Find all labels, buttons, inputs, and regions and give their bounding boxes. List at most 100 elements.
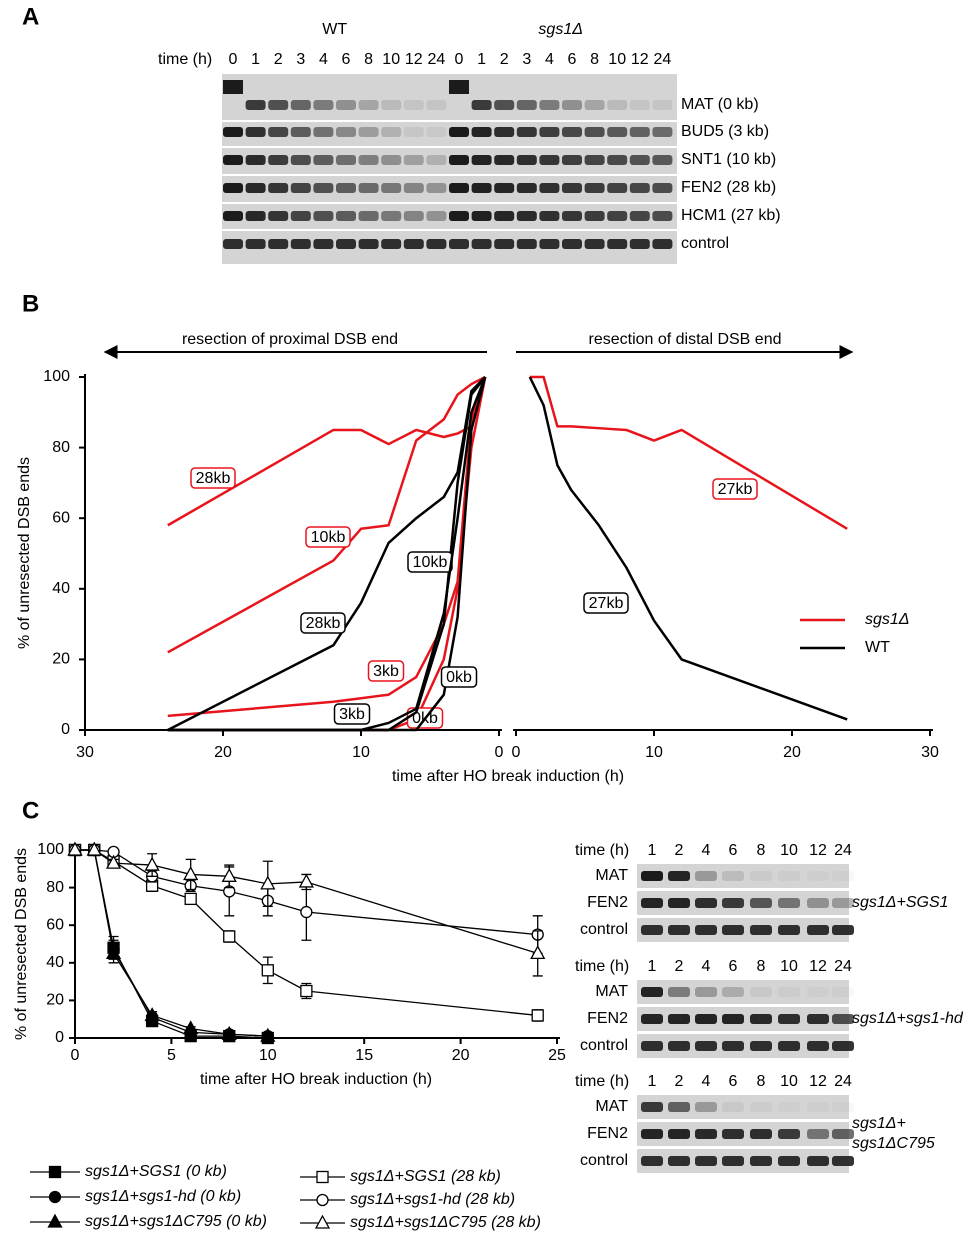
band	[695, 871, 717, 881]
band	[695, 1041, 717, 1051]
row-label: control	[580, 921, 628, 938]
band	[629, 100, 650, 110]
group-label: WT	[322, 21, 347, 38]
gel	[637, 980, 849, 1004]
band	[722, 871, 744, 881]
band	[652, 211, 673, 221]
band	[358, 155, 379, 165]
lane-label: 12	[405, 51, 423, 68]
band	[290, 127, 311, 137]
band	[539, 100, 560, 110]
band	[641, 898, 663, 908]
x-tick-label: 10	[645, 744, 663, 761]
blot-label: sgs1Δ+sgs1-hd	[852, 1010, 964, 1027]
group-label: sgs1Δ	[538, 21, 583, 38]
lane-label: 24	[834, 958, 852, 975]
x-tick-label: 5	[167, 1047, 176, 1064]
lane-label: 2	[274, 51, 283, 68]
lane-label: 8	[757, 958, 766, 975]
band	[695, 898, 717, 908]
band	[778, 1156, 800, 1166]
band	[807, 1041, 829, 1051]
band	[695, 925, 717, 935]
band	[607, 100, 628, 110]
band	[832, 925, 854, 935]
band	[268, 100, 289, 110]
label-box	[583, 592, 629, 614]
lane-label: 24	[834, 1073, 852, 1090]
lane-label: 1	[648, 842, 657, 859]
band	[722, 1102, 744, 1112]
lane-label: 6	[729, 842, 738, 859]
band	[516, 239, 537, 249]
y-tick-label: 100	[37, 841, 64, 858]
band	[403, 100, 424, 110]
x-tick-label: 25	[548, 1047, 566, 1064]
legend-marker	[48, 1165, 62, 1179]
axis-label: time (h)	[158, 51, 212, 68]
band	[290, 211, 311, 221]
band	[494, 211, 515, 221]
axis-label: time (h)	[575, 842, 629, 859]
y-tick-label: 60	[46, 916, 64, 933]
lane-label: 4	[545, 51, 554, 68]
x-tick-label: 0	[71, 1047, 80, 1064]
band	[562, 239, 582, 249]
data-point	[144, 856, 160, 871]
data-point	[530, 945, 546, 960]
band	[607, 211, 628, 221]
band	[223, 127, 243, 137]
legend-marker	[316, 1193, 329, 1207]
label-box	[367, 660, 405, 682]
band	[313, 127, 334, 137]
band	[223, 183, 243, 193]
series-line	[167, 376, 487, 718]
data-point	[105, 945, 122, 960]
series-label: 28kb	[306, 615, 341, 632]
band	[426, 239, 447, 249]
lane-label: 10	[608, 51, 626, 68]
band	[449, 155, 469, 165]
band	[807, 987, 829, 997]
legend-marker	[314, 1214, 331, 1229]
x-tick-label: 20	[214, 744, 232, 761]
band	[607, 183, 628, 193]
band	[381, 183, 402, 193]
band	[403, 155, 424, 165]
band	[494, 100, 515, 110]
x-tick-label: 20	[783, 744, 801, 761]
band	[807, 1014, 829, 1024]
lane-label: 12	[809, 958, 827, 975]
band	[471, 239, 492, 249]
band	[750, 871, 772, 881]
band	[584, 100, 605, 110]
band	[494, 239, 515, 249]
band	[629, 211, 650, 221]
band	[652, 127, 673, 137]
band	[695, 1156, 717, 1166]
band	[539, 239, 560, 249]
band	[722, 1156, 744, 1166]
band	[778, 871, 800, 881]
band	[629, 183, 650, 193]
row-label: MAT	[595, 983, 628, 1000]
band	[562, 100, 582, 110]
band	[336, 239, 356, 249]
data-point	[86, 841, 102, 856]
band	[313, 183, 334, 193]
band	[750, 1129, 772, 1139]
row-label: FEN2	[587, 1125, 628, 1142]
band	[778, 1041, 800, 1051]
y-tick-label: 40	[46, 954, 64, 971]
band	[245, 100, 266, 110]
lane-label: 1	[648, 958, 657, 975]
band	[268, 183, 289, 193]
lane-label: 24	[654, 51, 672, 68]
lane-label: 24	[428, 51, 446, 68]
x-tick-label: 10	[259, 1047, 277, 1064]
band	[539, 183, 560, 193]
band	[539, 127, 560, 137]
band	[471, 155, 492, 165]
row-label: HCM1 (27 kb)	[681, 207, 781, 224]
